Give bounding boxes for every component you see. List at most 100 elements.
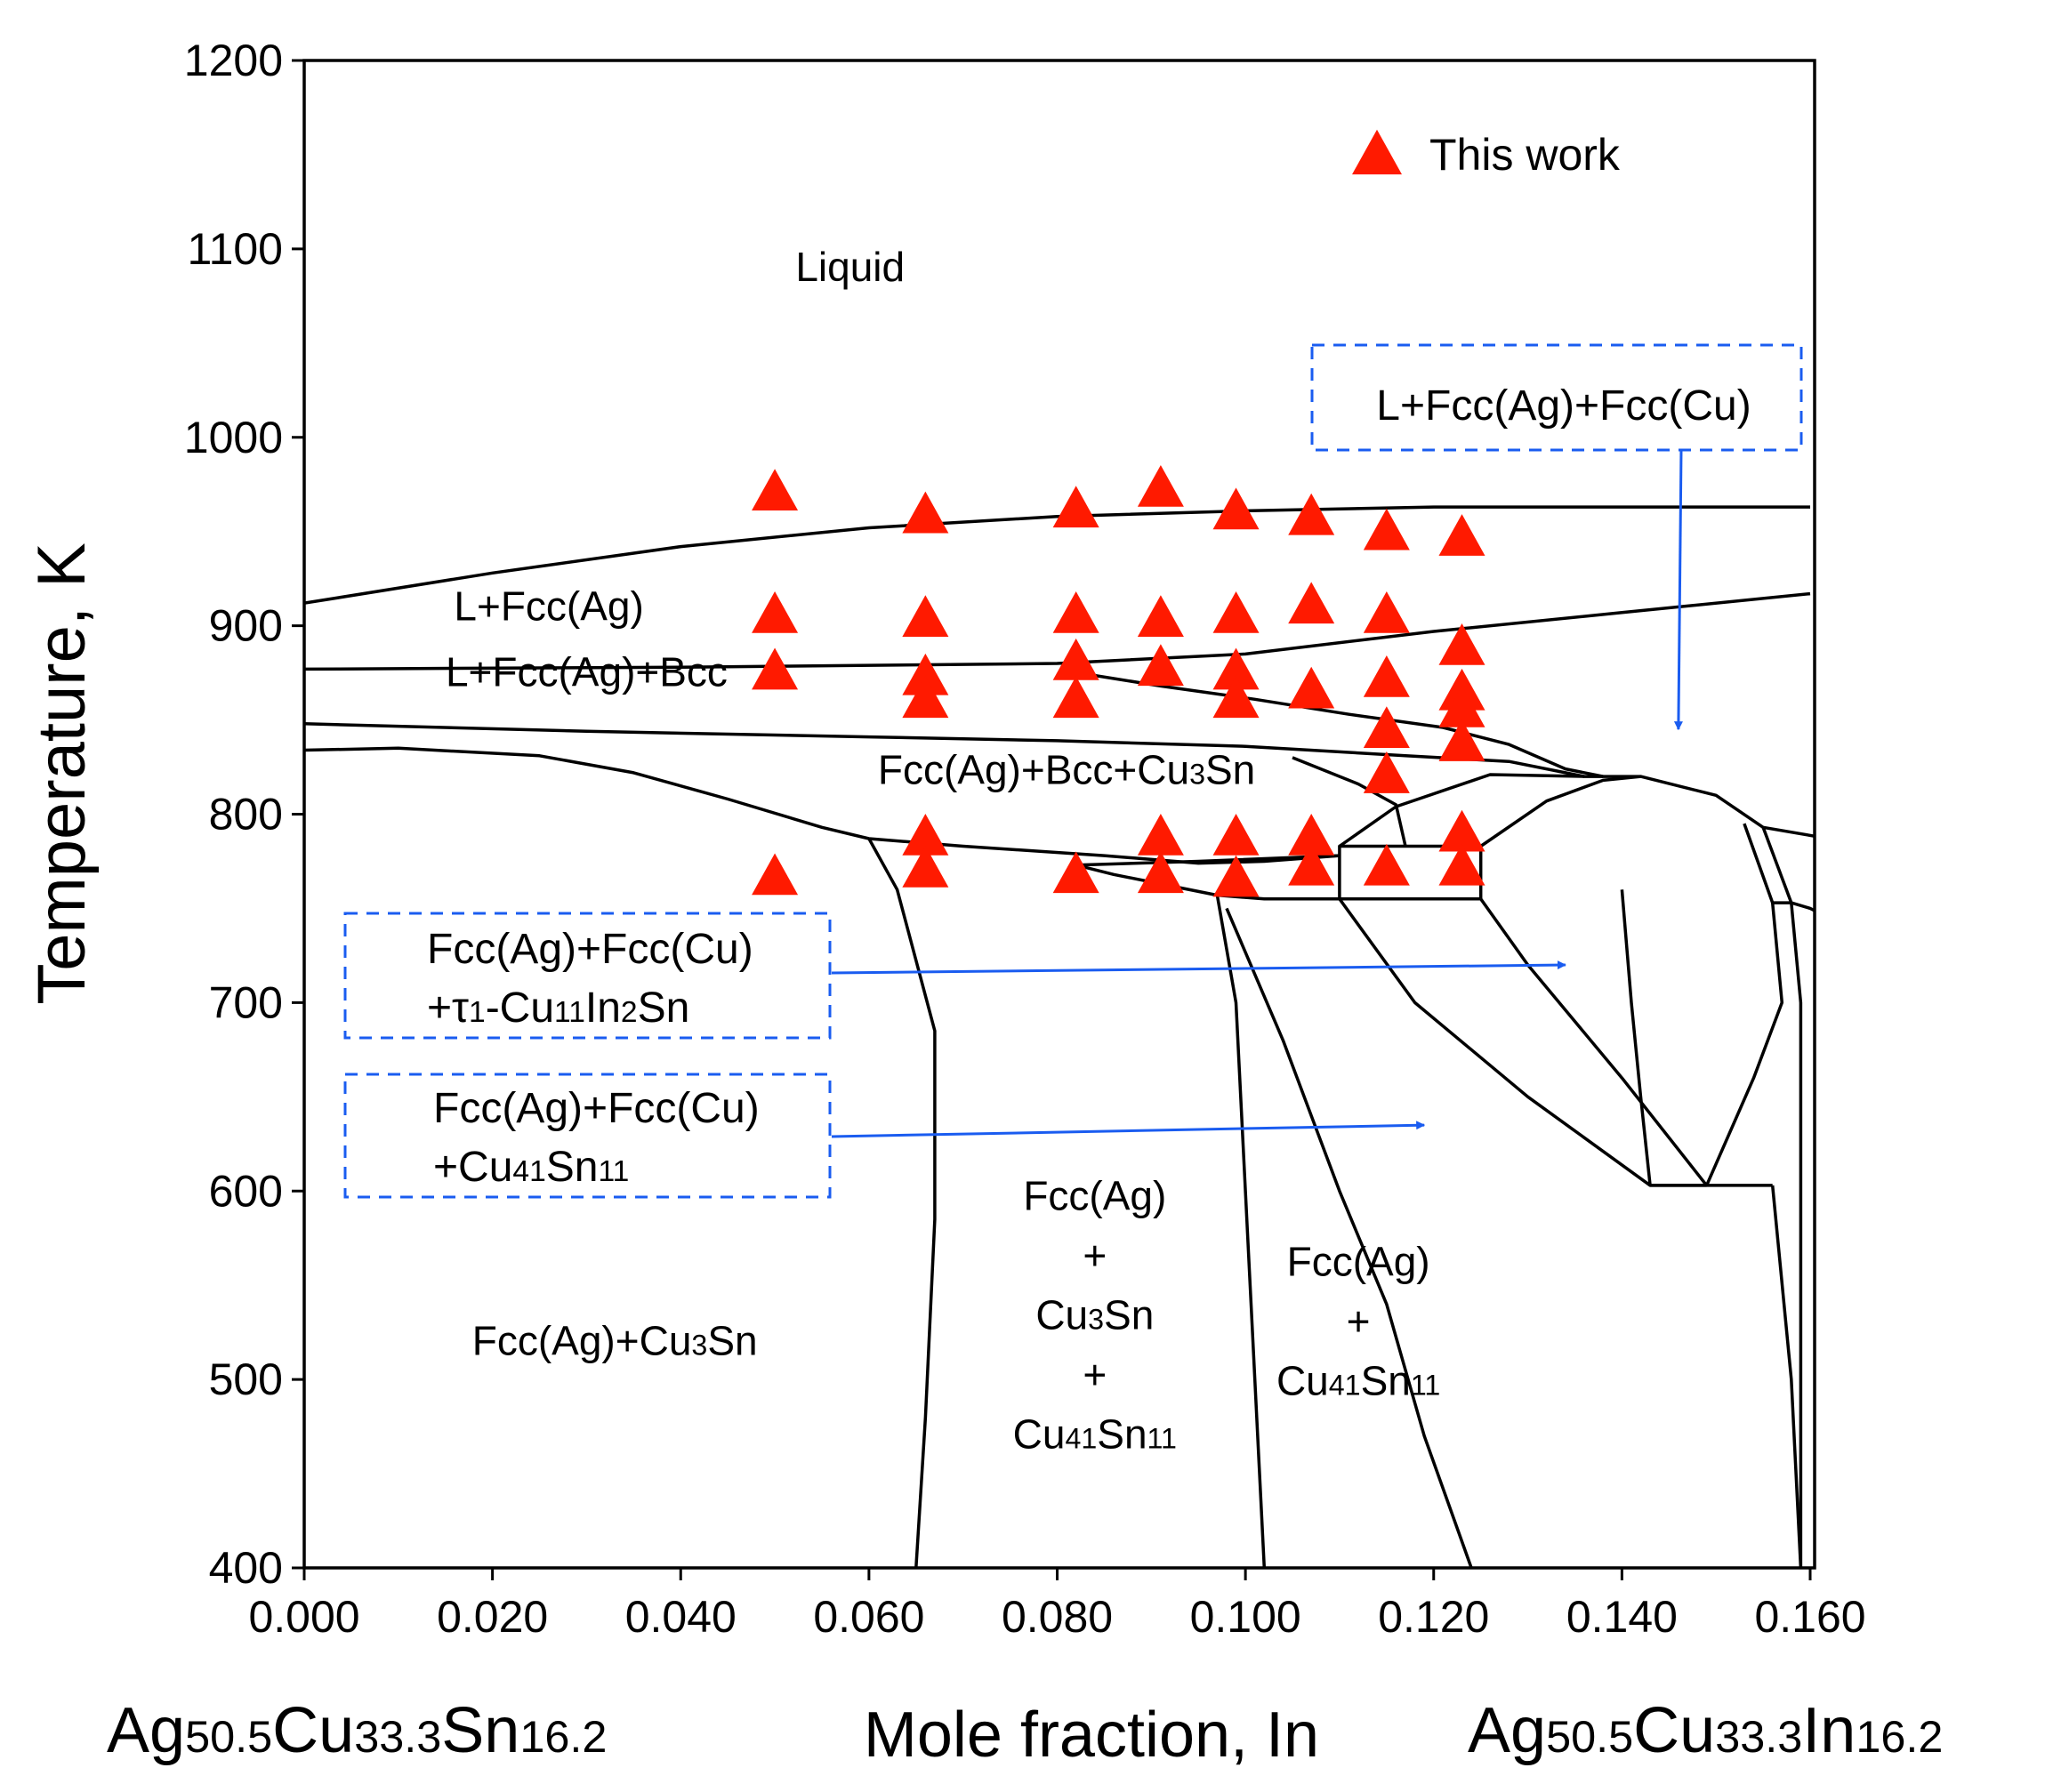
region-label: L+Fcc(Ag)+Bcc xyxy=(446,648,728,695)
data-point xyxy=(1363,751,1410,793)
x-tick-label: 0.040 xyxy=(625,1592,737,1642)
data-point xyxy=(1052,851,1099,894)
x-tick-label: 0.060 xyxy=(813,1592,924,1642)
phase-boundary xyxy=(1704,823,1784,1186)
x-axis-ticks: 0.000 0.020 0.040 0.060 0.080 0.100 0.120 0.140… xyxy=(248,1568,1866,1642)
dashed-label-box xyxy=(343,1073,832,1199)
boxed-label-text: +τ1-Cu11In2Sn xyxy=(427,984,689,1032)
data-point xyxy=(902,595,949,637)
data-points xyxy=(752,464,1485,897)
y-tick-label: 700 xyxy=(209,977,283,1027)
phase-boundary xyxy=(1215,895,1267,1568)
phase-boundary xyxy=(1338,897,1707,1187)
data-point xyxy=(1288,582,1335,624)
data-point xyxy=(1363,843,1410,886)
boxed-labels: L+Fcc(Ag)+Fcc(Cu) Fcc(Ag)+Fcc(Cu) +τ1-Cu11… xyxy=(343,343,1803,1199)
plot-frame xyxy=(302,59,1816,1570)
data-point xyxy=(1212,647,1260,690)
data-point xyxy=(1137,644,1184,687)
data-point xyxy=(1212,813,1260,856)
data-point xyxy=(752,591,799,633)
region-label: Fcc(Ag) xyxy=(1023,1172,1166,1218)
dashed-label-box xyxy=(1310,343,1803,452)
data-point xyxy=(902,676,949,719)
data-point xyxy=(902,491,949,534)
data-point xyxy=(1438,809,1485,852)
data-point xyxy=(1137,851,1184,894)
legend: This work xyxy=(1352,129,1621,180)
data-point xyxy=(1438,843,1485,886)
boxed-label-text: Fcc(Ag)+Fcc(Cu) xyxy=(427,926,753,973)
data-point xyxy=(902,653,949,695)
phase-boundary xyxy=(1479,775,1641,848)
region-label: + xyxy=(1083,1351,1107,1397)
phase-boundary xyxy=(304,722,1585,778)
phase-boundary xyxy=(1338,844,1483,899)
data-point xyxy=(1052,676,1099,719)
phase-boundary xyxy=(867,838,937,1568)
data-point xyxy=(1288,843,1335,886)
data-point xyxy=(1052,486,1099,528)
data-point xyxy=(752,469,799,511)
region-label: Liquid xyxy=(795,244,905,290)
data-point xyxy=(902,845,949,888)
x-axis-right-composition: Ag50.5Cu33.3In16.2 xyxy=(1468,1695,1943,1766)
legend-marker xyxy=(1352,129,1402,175)
pointer-arrow xyxy=(831,960,1566,975)
phase-boundary xyxy=(1479,897,1708,1186)
phase-boundary xyxy=(1225,907,1473,1568)
x-tick-label: 0.020 xyxy=(437,1592,548,1642)
y-tick-label: 1200 xyxy=(184,36,283,85)
x-tick-label: 0.160 xyxy=(1754,1592,1865,1642)
data-point xyxy=(1052,591,1099,633)
data-point xyxy=(752,647,799,690)
data-point xyxy=(752,853,799,896)
phase-boundary xyxy=(1761,826,1793,904)
phase-boundary xyxy=(1620,889,1652,1186)
y-tick-label: 900 xyxy=(209,601,283,651)
region-label: Fcc(Ag)+Cu3Sn xyxy=(472,1318,758,1364)
y-axis-title: Temperature, K xyxy=(24,542,100,1005)
phase-boundary xyxy=(1338,773,1815,848)
region-label: Cu41Sn11 xyxy=(1013,1410,1177,1457)
data-point xyxy=(1212,676,1260,719)
data-point xyxy=(1212,855,1260,897)
data-point xyxy=(1363,508,1410,550)
x-tick-label: 0.000 xyxy=(248,1592,359,1642)
phase-boundary xyxy=(1075,864,1481,901)
data-point xyxy=(1363,655,1410,697)
y-tick-label: 600 xyxy=(209,1166,283,1216)
region-label: Cu3Sn xyxy=(1035,1291,1154,1338)
data-point xyxy=(1288,813,1335,856)
data-point xyxy=(902,813,949,856)
phase-boundary xyxy=(1790,902,1803,1568)
phase-boundary xyxy=(304,591,1811,671)
y-tick-label: 1000 xyxy=(184,413,283,462)
data-point xyxy=(1438,719,1485,761)
pointer-arrow xyxy=(1673,448,1683,731)
y-tick-label: 500 xyxy=(209,1354,283,1404)
x-tick-label: 0.140 xyxy=(1566,1592,1678,1642)
phase-boundary xyxy=(1075,854,1340,867)
data-point xyxy=(1137,464,1184,507)
boxed-label-text: +Cu41Sn11 xyxy=(433,1144,629,1191)
region-label: Fcc(Ag) xyxy=(1287,1239,1430,1285)
x-axis-left-composition: Ag50.5Cu33.3Sn16.2 xyxy=(107,1695,607,1766)
x-tick-label: 0.120 xyxy=(1378,1592,1489,1642)
data-point xyxy=(1212,591,1260,633)
data-point xyxy=(1052,638,1099,680)
y-axis-ticks: 400 500 600 700 800 900 1000 1100 1200 xyxy=(184,36,304,1593)
pointer-arrow xyxy=(831,1121,1426,1138)
x-tick-label: 0.100 xyxy=(1190,1592,1301,1642)
data-point xyxy=(1438,514,1485,556)
data-point xyxy=(1137,813,1184,856)
data-point xyxy=(1212,487,1260,530)
boxed-label-text: L+Fcc(Ag)+Fcc(Cu) xyxy=(1376,382,1751,430)
data-point xyxy=(1137,595,1184,637)
dashed-label-box xyxy=(343,912,832,1040)
data-point xyxy=(1438,685,1485,727)
phase-boundary xyxy=(1292,756,1407,847)
phase-boundary xyxy=(1066,669,1604,778)
data-point xyxy=(1363,591,1410,633)
